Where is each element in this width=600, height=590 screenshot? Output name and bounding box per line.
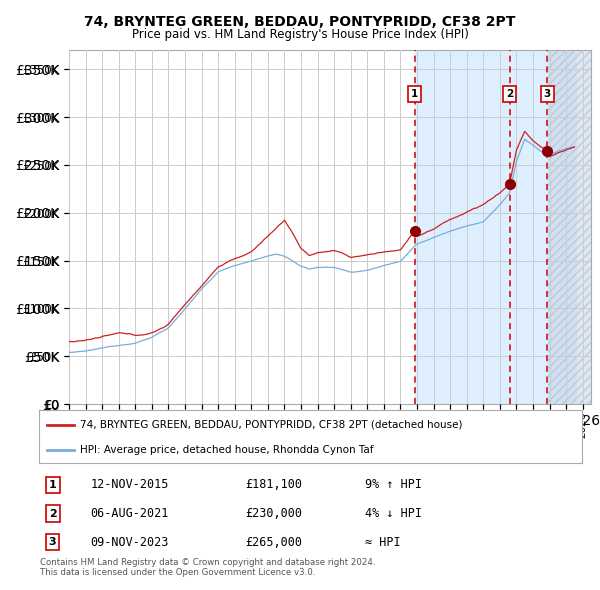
Text: 9% ↑ HPI: 9% ↑ HPI bbox=[365, 478, 422, 491]
Text: 12-NOV-2015: 12-NOV-2015 bbox=[91, 478, 169, 491]
Text: 3: 3 bbox=[544, 90, 551, 99]
Text: 74, BRYNTEG GREEN, BEDDAU, PONTYPRIDD, CF38 2PT (detached house): 74, BRYNTEG GREEN, BEDDAU, PONTYPRIDD, C… bbox=[80, 420, 462, 430]
Text: This data is licensed under the Open Government Licence v3.0.: This data is licensed under the Open Gov… bbox=[40, 568, 316, 577]
Text: 4% ↓ HPI: 4% ↓ HPI bbox=[365, 507, 422, 520]
Text: 1: 1 bbox=[49, 480, 56, 490]
Bar bbox=[415, 50, 576, 404]
Bar bbox=[548, 50, 591, 404]
Text: 74, BRYNTEG GREEN, BEDDAU, PONTYPRIDD, CF38 2PT: 74, BRYNTEG GREEN, BEDDAU, PONTYPRIDD, C… bbox=[85, 15, 515, 30]
Text: 09-NOV-2023: 09-NOV-2023 bbox=[91, 536, 169, 549]
Text: 06-AUG-2021: 06-AUG-2021 bbox=[91, 507, 169, 520]
Text: 2: 2 bbox=[49, 509, 56, 519]
Text: 3: 3 bbox=[49, 537, 56, 548]
Text: £265,000: £265,000 bbox=[245, 536, 302, 549]
Text: Price paid vs. HM Land Registry's House Price Index (HPI): Price paid vs. HM Land Registry's House … bbox=[131, 28, 469, 41]
Text: £230,000: £230,000 bbox=[245, 507, 302, 520]
Text: £181,100: £181,100 bbox=[245, 478, 302, 491]
Text: ≈ HPI: ≈ HPI bbox=[365, 536, 400, 549]
Text: 2: 2 bbox=[506, 90, 513, 99]
Text: HPI: Average price, detached house, Rhondda Cynon Taf: HPI: Average price, detached house, Rhon… bbox=[80, 445, 373, 455]
Text: 1: 1 bbox=[411, 90, 418, 99]
Text: Contains HM Land Registry data © Crown copyright and database right 2024.: Contains HM Land Registry data © Crown c… bbox=[40, 558, 376, 566]
